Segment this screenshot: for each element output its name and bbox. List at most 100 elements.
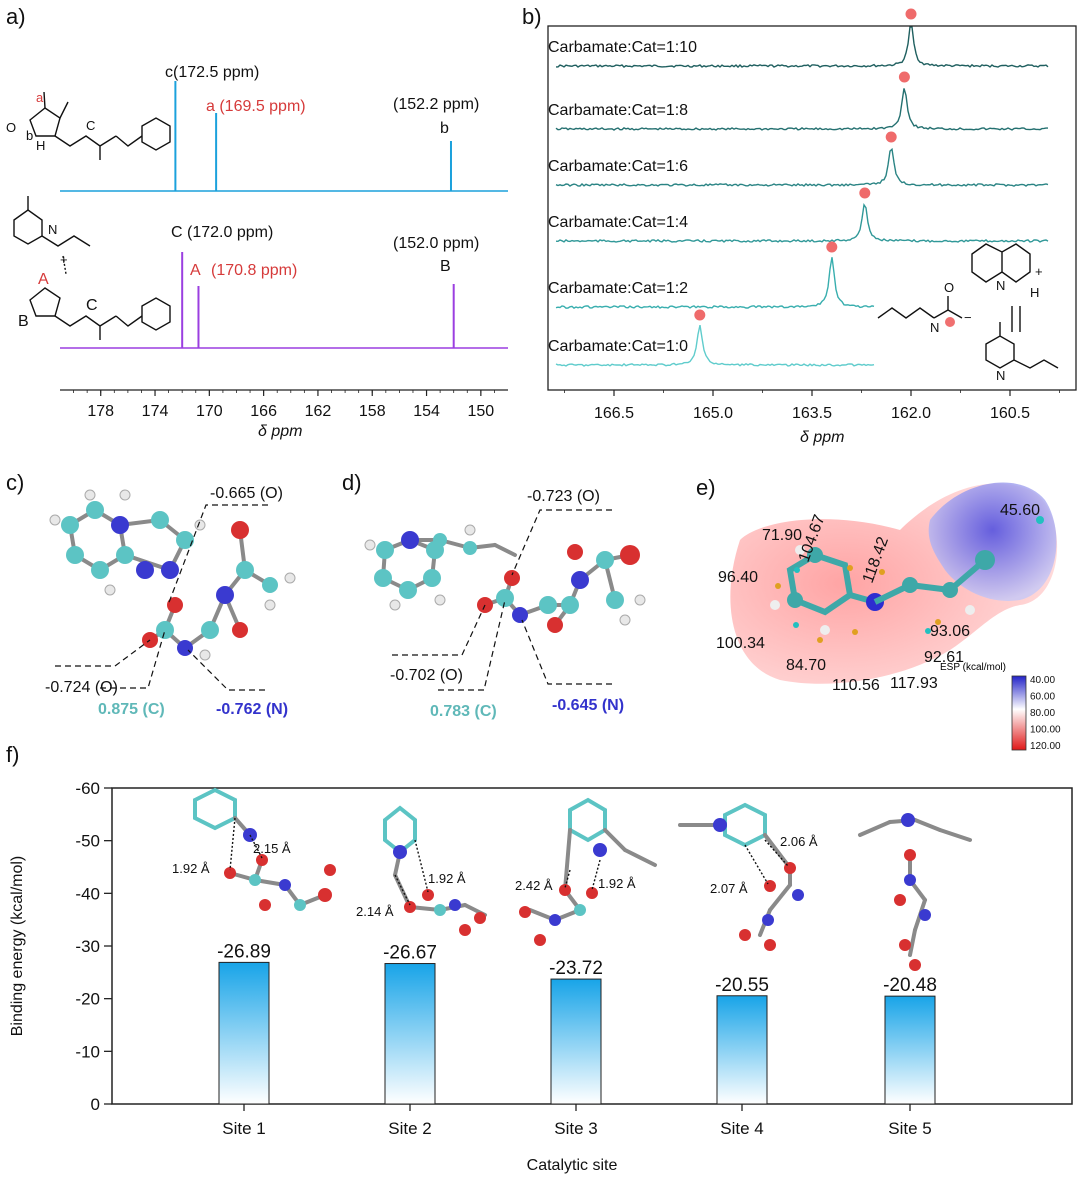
f-site4-molecule [678, 802, 804, 951]
e-esp-value: 117.93 [890, 675, 938, 692]
c-charge-o-top: -0.665 (O) [210, 485, 283, 502]
f-site3-molecule [519, 797, 657, 946]
a-top-c-label: c(172.5 ppm) [165, 64, 259, 81]
b-series-label: Carbamate:Cat=1:8 [548, 102, 688, 119]
f-y-ticks: 0 -10 -20 -30 -40 -50 -60 [75, 779, 112, 1114]
f-bar-3 [550, 978, 602, 1105]
b-inset-n1: N [996, 278, 1005, 293]
f-bar-4 [716, 995, 768, 1105]
c-leader-o-top [167, 504, 268, 606]
a-bot-mol-n: N [48, 222, 57, 237]
b-series-label: Carbamate:Cat=1:0 [548, 338, 688, 355]
d-leader-n [521, 619, 612, 685]
f-bar-value-label: -20.48 [883, 975, 937, 996]
b-peak-marker [905, 8, 917, 20]
e-colorbar-tick: 40.00 [1030, 675, 1055, 686]
b-series-label: Carbamate:Cat=1:6 [548, 158, 688, 175]
a-top-mol-o: O [6, 120, 16, 135]
b-inset-carbon-dot [945, 317, 955, 327]
a-top-mol-a: a [36, 90, 44, 105]
panel-f: f) 0 -10 -20 -30 -40 -50 -60 -26.89 -26.67 -23.7… [6, 742, 1073, 1174]
c-charge-o-left: -0.724 (O) [45, 679, 118, 696]
f-s2-dist-a: 1.92 Å [428, 871, 466, 886]
f-ytick-label: -50 [75, 832, 100, 851]
f-bar-value-label: -26.67 [383, 943, 437, 964]
f-ytick-label: -60 [75, 779, 100, 798]
b-peak-marker [859, 187, 871, 199]
b-tick-label: 162.0 [891, 405, 931, 422]
f-xtick-label: Site 3 [554, 1119, 597, 1138]
c-leader-c [100, 629, 166, 689]
b-peak-marker [826, 241, 838, 253]
f-xtick-label: Site 4 [720, 1119, 763, 1138]
f-s4-dist-a: 2.06 Å [780, 834, 818, 849]
f-bar-value-label: -23.72 [549, 958, 603, 979]
f-bar-5 [884, 995, 936, 1105]
f-bar-2 [384, 963, 436, 1105]
a-tick-label: 154 [413, 403, 440, 420]
b-inset-n3: N [996, 368, 1005, 383]
a-top-molecule: a b C H O [6, 90, 171, 160]
e-colorbar-tick: 100.00 [1030, 725, 1061, 736]
b-spectrum-line [556, 26, 1049, 69]
panel-b: b) Carbamate:Cat=1:10Carbamate:Cat=1:8Ca… [522, 4, 1077, 446]
f-ytick-label: 0 [91, 1095, 100, 1114]
a-bot-mol-c: C [86, 297, 98, 314]
a-bot-a-label: A [190, 262, 201, 279]
panel-d: d) -0 [342, 470, 646, 720]
f-ytick-label: -30 [75, 937, 100, 956]
e-esp-value: 84.70 [786, 657, 826, 674]
f-y-axis-label: Binding energy (kcal/mol) [9, 856, 26, 1037]
a-bot-c-label: C (172.0 ppm) [171, 224, 273, 241]
e-colorbar [1011, 675, 1027, 751]
b-series-label: Carbamate:Cat=1:4 [548, 214, 688, 231]
b-spectrum-line [555, 147, 1049, 187]
panel-e-label: e) [696, 475, 716, 500]
a-tick-label: 162 [305, 403, 332, 420]
f-s1-dist-a: 2.15 Å [253, 841, 291, 856]
panel-a-label: a) [6, 4, 26, 29]
f-s1-dist-b: 1.92 Å [172, 861, 210, 876]
a-bot-a-value: (170.8 ppm) [211, 262, 297, 279]
a-tick-label: 150 [467, 403, 494, 420]
panel-c: c) [6, 470, 296, 718]
f-s3-dist-a: 2.42 Å [515, 878, 553, 893]
b-x-ticks: 166.5 165.0 163.5 162.0 160.5 [564, 390, 1060, 422]
a-top-mol-h: H [36, 138, 45, 153]
a-tick-label: 178 [87, 403, 114, 420]
panel-a-spectra [60, 81, 508, 349]
f-xtick-label: Site 5 [888, 1119, 931, 1138]
panel-f-label: f) [6, 742, 19, 767]
c-leader-n [187, 649, 265, 691]
b-tick-label: 163.5 [792, 405, 832, 422]
b-spectrum-line [555, 257, 875, 309]
a-top-b-label: (152.2 ppm) [393, 96, 479, 113]
f-ytick-label: -10 [75, 1042, 100, 1061]
b-frame [547, 25, 1077, 391]
e-colorbar-tick: 80.00 [1030, 708, 1055, 719]
b-inset-o: O [944, 280, 954, 295]
b-series-label: Carbamate:Cat=1:10 [548, 39, 697, 56]
d-charge-o-left: -0.702 (O) [390, 667, 463, 684]
e-esp-value: 100.34 [716, 635, 765, 652]
d-molecule-model [364, 524, 646, 633]
a-bottom-molecule: N + A B C [13, 196, 171, 340]
f-site2-molecule [383, 805, 487, 936]
f-bars: -26.89 -26.67 -23.72 -20.55 -20.48 [217, 941, 937, 1105]
d-charge-o-top: -0.723 (O) [527, 488, 600, 505]
f-bar-value-label: -26.89 [217, 941, 271, 962]
a-x-ticks: 178 174 170 166 162 158 154 150 [73, 390, 495, 420]
b-peak-marker [885, 131, 897, 143]
a-bot-mol-plus: + [60, 252, 68, 267]
e-esp-value: 45.60 [1000, 502, 1040, 519]
c-molecule-model [49, 489, 296, 661]
e-esp-value: 92.61 [924, 649, 964, 666]
f-bar-value-label: -20.55 [715, 975, 769, 996]
c-leader-o-left [55, 639, 151, 667]
f-site5-molecule [858, 813, 972, 971]
b-series-label: Carbamate:Cat=1:2 [548, 280, 688, 297]
panel-c-label: c) [6, 470, 24, 495]
c-charge-n: -0.762 (N) [216, 701, 288, 718]
c-charge-c: 0.875 (C) [98, 701, 165, 718]
